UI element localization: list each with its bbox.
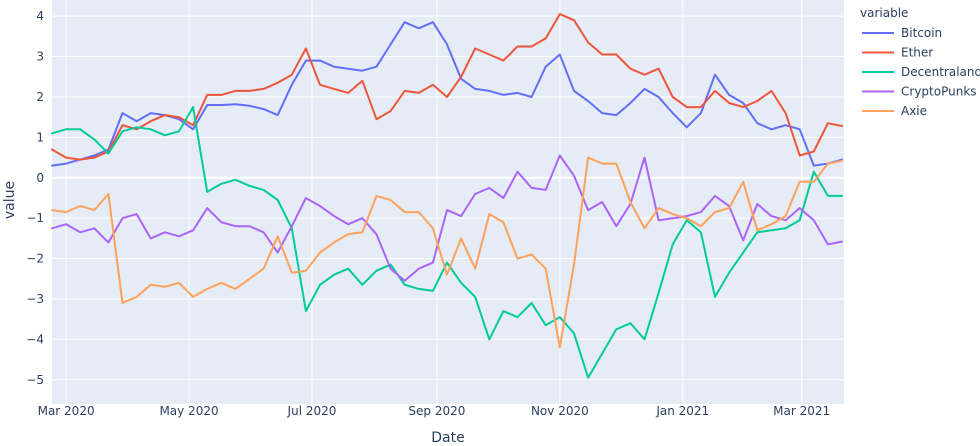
- series-line-ether[interactable]: [51, 13, 843, 161]
- y-tick-label: −5: [26, 373, 44, 387]
- y-tick-labels: 4 3 2 1 0 −1 −2 −3 −4 −5: [26, 9, 44, 387]
- y-tick-label: 1: [36, 130, 44, 144]
- x-tick-label: Jan 2021: [655, 404, 709, 418]
- legend-label: Axie: [901, 104, 927, 118]
- legend[interactable]: variable Bitcoin Ether Decentraland CryptoP…: [860, 6, 980, 118]
- legend-label: CryptoPunks: [901, 85, 977, 99]
- x-tick-label: Jul 2020: [287, 404, 337, 418]
- series-line-cryptopunks[interactable]: [51, 154, 843, 282]
- y-tick-label: −2: [26, 252, 44, 266]
- x-tick-label: Mar 2021: [773, 404, 830, 418]
- legend-title: variable: [860, 6, 908, 20]
- x-tick-label: May 2020: [159, 404, 218, 418]
- y-axis-title: value: [2, 181, 18, 219]
- y-tick-label: −3: [26, 292, 44, 306]
- legend-label: Decentraland: [901, 65, 980, 79]
- legend-label: Ether: [901, 46, 933, 60]
- y-tick-label: 3: [36, 50, 44, 64]
- x-axis-title: Date: [431, 430, 464, 446]
- y-tick-label: −1: [26, 211, 44, 225]
- series-line-decentraland[interactable]: [51, 106, 843, 379]
- series-line-axie[interactable]: [51, 156, 843, 349]
- legend-label: Bitcoin: [901, 26, 942, 40]
- series-lines: [51, 13, 843, 379]
- x-tick-labels: Mar 2020 May 2020 Jul 2020 Sep 2020 Nov 2020…: [38, 404, 831, 418]
- y-tick-label: 2: [36, 90, 44, 104]
- y-tick-label: −4: [26, 332, 44, 346]
- legend-item-cryptopunks[interactable]: CryptoPunks: [862, 85, 977, 99]
- x-tick-label: Nov 2020: [531, 404, 589, 418]
- plot-background: [52, 0, 844, 404]
- legend-item-ether[interactable]: Ether: [862, 46, 933, 60]
- x-tick-label: Sep 2020: [408, 404, 465, 418]
- y-tick-label: 0: [36, 171, 44, 185]
- y-tick-label: 4: [36, 9, 44, 23]
- legend-item-axie[interactable]: Axie: [862, 104, 927, 118]
- x-tick-label: Mar 2020: [38, 404, 95, 418]
- legend-item-decentraland[interactable]: Decentraland: [862, 65, 980, 79]
- legend-item-bitcoin[interactable]: Bitcoin: [862, 26, 942, 40]
